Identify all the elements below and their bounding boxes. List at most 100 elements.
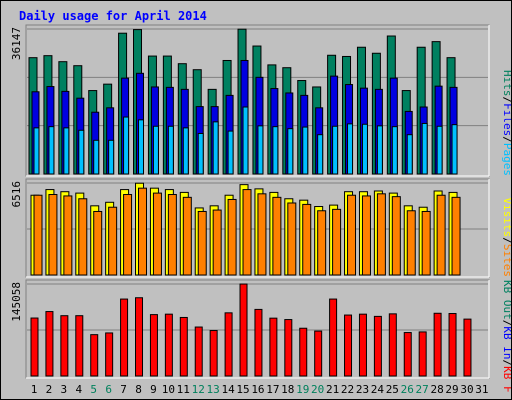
day-label-30: 30 <box>460 383 473 396</box>
day-label-18: 18 <box>281 383 294 396</box>
chart-title: Daily usage for April 2014 <box>19 9 207 23</box>
bar-hits-pages-day-13 <box>212 121 219 175</box>
day-label-7: 7 <box>120 383 127 396</box>
bar-kbytes-kb-f-day-27 <box>418 331 427 377</box>
legend-item-visits: Visits <box>501 198 512 238</box>
bar-kbytes-kb-f-day-29 <box>448 313 457 377</box>
legend-item-kb-out: KB Out <box>501 280 512 320</box>
day-label-6: 6 <box>105 383 112 396</box>
day-label-20: 20 <box>311 383 324 396</box>
bar-hits-pages-day-15 <box>242 106 249 175</box>
bar-visits-sites-day-6 <box>108 206 118 276</box>
bar-hits-pages-day-20 <box>317 134 324 175</box>
bar-kbytes-kb-f-day-16 <box>254 308 263 377</box>
bar-visits-sites-day-23 <box>361 195 371 276</box>
bar-visits-sites-day-17 <box>272 196 282 276</box>
bar-hits-pages-day-3 <box>63 127 70 175</box>
bar-kbytes-kb-f-day-11 <box>179 316 188 377</box>
legend-item-files: Files <box>501 103 512 136</box>
bar-visits-sites-day-3 <box>63 195 73 276</box>
day-label-8: 8 <box>135 383 142 396</box>
day-label-5: 5 <box>90 383 97 396</box>
bar-kbytes-kb-f-day-1 <box>30 317 39 377</box>
bar-hits-pages-day-16 <box>257 125 264 175</box>
bar-visits-sites-day-11 <box>182 196 192 276</box>
bar-hits-pages-day-27 <box>421 122 428 175</box>
day-label-24: 24 <box>371 383 385 396</box>
bar-visits-sites-day-19 <box>302 203 312 276</box>
bar-hits-pages-day-2 <box>48 126 55 175</box>
bar-visits-sites-day-24 <box>376 193 386 276</box>
bar-hits-pages-day-6 <box>108 139 115 175</box>
day-label-28: 28 <box>430 383 443 396</box>
bar-hits-pages-day-4 <box>78 129 85 175</box>
bar-hits-pages-day-23 <box>361 123 368 175</box>
bar-visits-sites-day-5 <box>93 210 103 276</box>
panel-hits-max-label: 36147 <box>10 27 23 60</box>
bar-kbytes-kb-f-day-18 <box>284 319 293 377</box>
bar-visits-sites-day-15 <box>242 189 252 276</box>
bar-hits-pages-day-18 <box>287 128 294 175</box>
bar-visits-sites-day-7 <box>123 194 133 276</box>
bar-kbytes-kb-f-day-17 <box>269 317 278 377</box>
bar-kbytes-kb-f-day-3 <box>60 315 69 377</box>
bar-kbytes-kb-f-day-4 <box>75 315 84 377</box>
bar-kbytes-kb-f-day-15 <box>239 283 248 377</box>
bar-kbytes-kb-f-day-30 <box>463 318 472 377</box>
legend-separator: / <box>501 97 512 104</box>
panel-hits-legend: Hits/Files/Pages <box>501 70 512 176</box>
day-label-2: 2 <box>46 383 53 396</box>
bar-kbytes-kb-f-day-12 <box>194 326 203 377</box>
bar-hits-pages-day-11 <box>182 127 189 175</box>
panel-visits-legend: Visits/Sites <box>501 198 512 278</box>
day-label-27: 27 <box>416 383 429 396</box>
legend-item-pages: Pages <box>501 143 512 176</box>
bar-visits-sites-day-8 <box>138 187 148 276</box>
day-label-9: 9 <box>150 383 157 396</box>
bar-hits-pages-day-8 <box>138 119 145 175</box>
legend-item-kb-in: KB In <box>501 326 512 359</box>
legend-separator: / <box>501 360 512 367</box>
bar-visits-sites-day-4 <box>78 198 88 276</box>
panel-visits: 6516 Visits/Sites <box>10 178 512 278</box>
day-label-14: 14 <box>221 383 235 396</box>
bar-hits-pages-day-17 <box>272 126 279 175</box>
bar-hits-pages-day-9 <box>152 125 159 175</box>
day-label-11: 11 <box>177 383 190 396</box>
bar-visits-sites-day-2 <box>48 194 58 276</box>
day-label-1: 1 <box>31 383 38 396</box>
bar-hits-pages-day-19 <box>302 126 309 175</box>
bar-kbytes-kb-f-day-23 <box>358 313 367 377</box>
bar-visits-sites-day-21 <box>332 208 342 276</box>
bar-hits-pages-day-5 <box>93 139 100 175</box>
legend-separator: / <box>501 320 512 327</box>
legend-item-hits: Hits <box>501 70 512 97</box>
bar-hits-pages-day-21 <box>332 125 339 175</box>
bar-visits-sites-day-20 <box>317 210 327 276</box>
bar-visits-sites-day-1 <box>33 194 43 276</box>
panel-hits-legend-text: Hits/Files/Pages <box>501 70 512 176</box>
panel-visits-legend-text: Visits/Sites <box>501 198 512 278</box>
bar-visits-sites-day-16 <box>257 193 267 276</box>
day-label-4: 4 <box>75 383 82 396</box>
bar-kbytes-kb-f-day-6 <box>105 332 114 377</box>
bar-visits-sites-day-22 <box>347 194 357 276</box>
bar-hits-pages-day-12 <box>197 132 204 175</box>
bar-hits-pages-day-24 <box>376 125 383 175</box>
panel-kbytes-legend-text: KB Out/KB In/KB F <box>501 280 512 393</box>
bar-hits-pages-day-7 <box>123 116 130 175</box>
bar-visits-sites-day-27 <box>421 210 431 276</box>
bar-hits-pages-day-14 <box>227 130 234 175</box>
day-label-25: 25 <box>386 383 399 396</box>
legend-separator: / <box>501 237 512 244</box>
bar-kbytes-kb-f-day-20 <box>314 330 323 377</box>
bar-visits-sites-day-26 <box>406 210 416 276</box>
bar-kbytes-kb-f-day-21 <box>329 298 338 377</box>
day-label-13: 13 <box>207 383 220 396</box>
legend-item-kb-f: KB F <box>501 366 512 393</box>
bar-hits-pages-day-10 <box>167 125 174 175</box>
day-label-12: 12 <box>192 383 205 396</box>
